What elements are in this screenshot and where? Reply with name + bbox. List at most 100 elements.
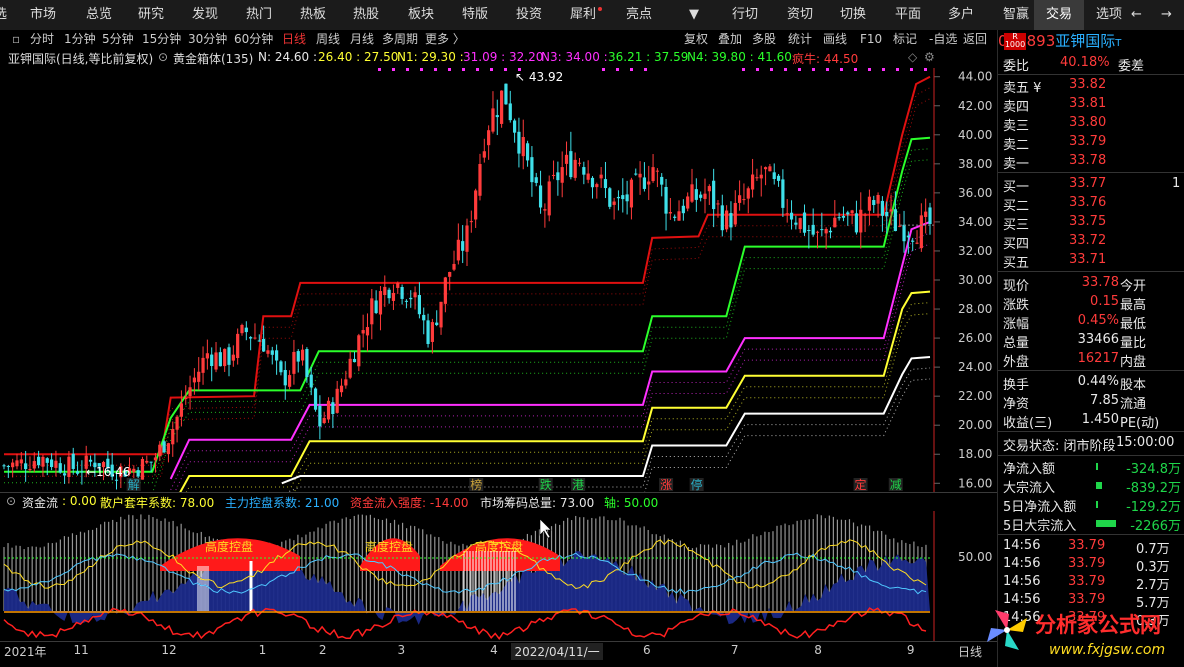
ask-price[interactable]: 33.79 [1069,134,1107,149]
candlestick-chart[interactable]: 16.00 18.00 20.00 22.00 24.00 26.00 28.00 30.00… [0,68,997,492]
menu-item-2[interactable]: 总览 [86,7,113,22]
indicator-name[interactable]: 黄金箱体(135) [173,52,254,66]
menu-item-12[interactable]: 亮点 [626,7,653,22]
candle-body [690,184,694,202]
menu-item-17[interactable]: 平面 [895,7,922,22]
menu-item-9[interactable]: 特版 [462,7,489,22]
period-9[interactable]: 多周期 [382,32,419,46]
menu-item-4[interactable]: 发现 [192,7,219,22]
signal-label[interactable]: 解 [128,478,140,492]
period-7[interactable]: 周线 [316,32,341,46]
menu-item-22[interactable]: ← [1131,7,1142,22]
top-signal-dot [896,68,899,71]
tool-button-2[interactable]: 多股 [752,32,777,46]
menu-item-8[interactable]: 板块 [408,7,435,22]
signal-box[interactable] [659,478,674,491]
y-tick-label: 26.00 [958,331,992,345]
candle-body [681,205,685,214]
menu-item-0[interactable]: 选 [0,7,8,22]
tool-button-1[interactable]: 叠加 [718,32,743,46]
tick-volume: 2.7万 [1136,578,1170,593]
bid-price[interactable]: 33.76 [1069,195,1107,210]
period-0[interactable]: 分时 [30,32,55,46]
tool-button-4[interactable]: 画线 [823,32,848,46]
candle-body [608,188,612,207]
tool-button-3[interactable]: 统计 [788,32,813,46]
signal-box[interactable] [538,478,553,491]
pinwheel-logo [987,610,1027,650]
signal-label[interactable]: 跌 [540,477,552,492]
menu-item-10[interactable]: 投资 [516,7,543,22]
signal-label[interactable]: 榜 [470,477,482,492]
stat-label-right: 最低 [1120,317,1147,332]
menu-item-19[interactable]: 智赢 [1003,7,1030,22]
stock-name[interactable]: 亚钾国际 [1055,32,1116,50]
candle-body [28,468,32,470]
period-3[interactable]: 15分钟 [142,32,182,46]
menu-item-16[interactable]: 切换 [840,7,867,22]
signal-box[interactable] [571,478,586,491]
settings-icon[interactable]: ⚙ [924,50,935,64]
tool-button-7[interactable]: -自选 [929,32,958,46]
menu-item-21[interactable]: 选项 [1096,7,1123,22]
period-5[interactable]: 60分钟 [234,32,274,46]
menu-item-6[interactable]: 热板 [300,7,327,22]
signal-label[interactable]: 停 [691,477,703,492]
stat-label-right: 量比 [1120,336,1147,351]
period-2[interactable]: 5分钟 [102,32,134,46]
signal-label[interactable]: 涨 [660,477,672,492]
bid-price[interactable]: 33.72 [1069,233,1107,248]
indicator-toggle-icon-2[interactable]: ⊙ [6,494,17,508]
bid-price[interactable]: 33.71 [1069,252,1107,267]
period-1[interactable]: 1分钟 [64,32,96,46]
period-indicator[interactable]: 日线 [958,645,983,659]
menu-item-20[interactable]: 交易 [1034,0,1085,30]
signal-box[interactable] [689,478,704,491]
menu-item-13[interactable]: ▼ [689,7,699,22]
menu-item-23[interactable]: → [1161,7,1172,22]
ask-price[interactable]: 33.82 [1069,77,1107,92]
period-6[interactable]: 日线 [282,32,307,46]
menu-item-1[interactable]: 市场 [30,7,57,22]
signal-box[interactable] [469,478,484,491]
signal-label[interactable]: 定 [855,477,867,492]
menu-item-15[interactable]: 资切 [787,7,814,22]
fund-flow-chart[interactable]: 高度控盘 高度控盘 高度控盘 50.00 [0,511,997,641]
tool-button-5[interactable]: F10 [860,32,883,46]
menu-item-14[interactable]: 行切 [732,7,759,22]
indicator-toggle-icon[interactable]: ⊙ [158,50,169,64]
menu-item-11[interactable]: 犀利 [570,7,597,22]
candle-body [132,468,136,473]
period-4[interactable]: 30分钟 [188,32,228,46]
tool-button-8[interactable]: 返回 [963,32,988,46]
candle-body [902,224,906,242]
tool-button-0[interactable]: 复权 [684,32,709,46]
bid-price[interactable]: 33.77 [1069,176,1107,191]
signal-box[interactable] [888,478,903,491]
signal-box[interactable] [853,478,868,491]
tool-button-6[interactable]: 标记 [893,32,918,46]
diamond-icon[interactable]: ◇ [908,50,918,64]
ask-price[interactable]: 33.81 [1069,96,1107,111]
signal-box[interactable] [126,478,141,491]
period-10[interactable]: 更多 〉 [425,32,465,46]
ask-price[interactable]: 33.80 [1069,115,1107,130]
candle-body [448,271,452,277]
signal-label[interactable]: 港 [572,478,584,492]
period-8[interactable]: 月线 [350,32,375,46]
chart-mode-icon[interactable]: ▫ [12,32,21,46]
menu-item-3[interactable]: 研究 [138,7,165,22]
pane-divider[interactable] [0,492,997,493]
candle-body [97,463,101,467]
ask-price[interactable]: 33.78 [1069,153,1107,168]
menu-item-7[interactable]: 热股 [353,7,380,22]
bid-price[interactable]: 33.75 [1069,214,1107,229]
candle-body [136,470,140,477]
tick-price: 33.79 [1068,538,1106,553]
y-tick-label: 24.00 [958,360,992,374]
signal-label[interactable]: 减 [890,478,902,492]
fund-flow-name[interactable]: 资金流 [22,496,59,510]
menu-item-5[interactable]: 热门 [246,7,273,22]
candle-body [123,470,127,477]
menu-item-18[interactable]: 多户 [948,7,975,22]
